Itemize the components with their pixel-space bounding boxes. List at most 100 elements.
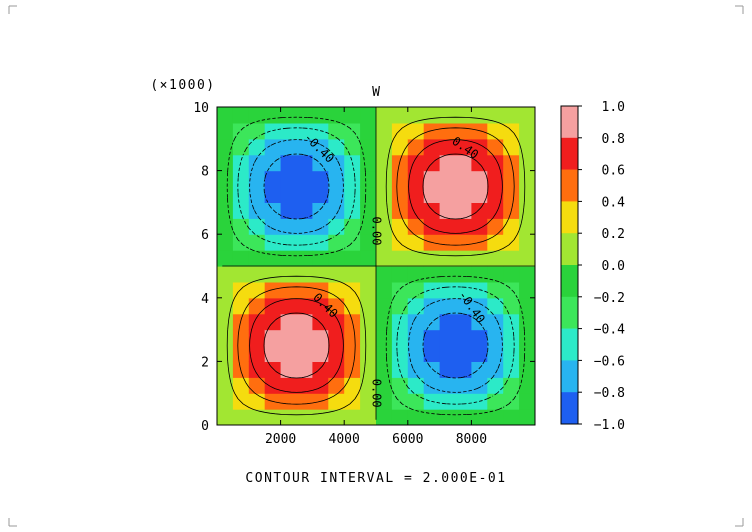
contour-cell	[503, 170, 520, 188]
contour-cell	[503, 345, 520, 362]
contour-cell	[407, 377, 425, 394]
contour-cell	[232, 409, 250, 425]
contour-cell	[312, 409, 329, 425]
contour-cell	[344, 138, 361, 156]
contour-cell	[217, 313, 234, 331]
contour-cell	[391, 170, 409, 188]
contour-cell	[407, 218, 425, 235]
contour-cell	[248, 409, 266, 425]
contour-cell	[360, 218, 377, 235]
contour-cell	[217, 345, 234, 362]
contour-cell	[248, 266, 266, 283]
contour-cell	[280, 138, 298, 156]
contour-cell	[280, 154, 298, 172]
contour-cell	[360, 202, 377, 219]
contour-cell	[455, 186, 472, 203]
contour-cell	[455, 202, 472, 219]
contour-cell	[360, 266, 377, 283]
contour-cell	[503, 218, 520, 235]
contour-cell	[312, 329, 329, 347]
contour-cell	[407, 297, 425, 315]
contour-cell	[376, 409, 393, 425]
contour-cell	[328, 361, 345, 378]
contour-cell	[312, 107, 329, 124]
contour-cell	[312, 154, 329, 172]
contour-cell	[423, 186, 441, 203]
contour-cell	[439, 329, 457, 347]
colorbar-swatch	[561, 328, 578, 361]
contour-cell	[296, 218, 313, 235]
contour-cell	[328, 266, 345, 283]
contour-cell	[248, 218, 266, 235]
x-tick-label: 2000	[265, 432, 296, 447]
colorbar-tick-label: −0.4	[594, 323, 625, 338]
contour-cell	[376, 170, 393, 188]
contour-cell	[407, 186, 425, 203]
contour-cell	[264, 138, 282, 156]
contour-cell	[264, 297, 282, 315]
contour-cell	[360, 122, 377, 140]
contour-cell	[232, 377, 250, 394]
contour-cell	[344, 377, 361, 394]
contour-cell	[423, 250, 441, 267]
contour-cell	[439, 393, 457, 410]
contour-cell	[344, 234, 361, 251]
contour-cell	[360, 297, 377, 315]
contour-cell	[487, 138, 504, 156]
colorbar-swatch	[561, 296, 578, 329]
contour-cell	[328, 377, 345, 394]
contour-cell	[312, 377, 329, 394]
contour-cell	[248, 234, 266, 251]
contour-cell	[248, 154, 266, 172]
contour-cell	[360, 393, 377, 410]
contour-cell	[455, 409, 472, 425]
contour-cell	[455, 361, 472, 378]
contour-cell	[471, 154, 488, 172]
contour-cell	[217, 138, 234, 156]
contour-line	[226, 116, 526, 416]
contour-cell	[296, 393, 313, 410]
contour-cell	[519, 345, 535, 362]
contour-cell	[360, 186, 377, 203]
colorbar-swatch	[561, 169, 578, 202]
contour-cell	[503, 186, 520, 203]
contour-cell	[439, 138, 457, 156]
contour-cell	[217, 234, 234, 251]
contour-cell	[296, 297, 313, 315]
contour-cell	[248, 393, 266, 410]
contour-cell	[503, 266, 520, 283]
contour-cell	[455, 170, 472, 188]
contour-cell	[391, 329, 409, 347]
contour-cell	[296, 409, 313, 425]
contour-cell	[439, 250, 457, 267]
contour-cell	[471, 377, 488, 394]
contour-cell	[471, 122, 488, 140]
contour-cell	[423, 281, 441, 299]
contour-cell	[471, 345, 488, 362]
contour-cell	[328, 281, 345, 299]
contour-cell	[471, 186, 488, 203]
contour-cell	[407, 138, 425, 156]
contour-cell	[487, 250, 504, 267]
contour-cell	[471, 218, 488, 235]
contour-cell	[217, 329, 234, 347]
contour-cell	[217, 250, 234, 267]
contour-cell	[248, 138, 266, 156]
contour-cell	[312, 281, 329, 299]
contour-cell	[423, 202, 441, 219]
contour-cell	[471, 313, 488, 331]
contour-cell	[391, 361, 409, 378]
contour-cell	[391, 202, 409, 219]
contour-cell	[296, 345, 313, 362]
contour-cell	[280, 393, 298, 410]
contour-cell	[487, 393, 504, 410]
contour-cell	[423, 170, 441, 188]
contour-cell	[232, 345, 250, 362]
contour-cell	[407, 393, 425, 410]
contour-cell	[280, 186, 298, 203]
contour-cell	[232, 122, 250, 140]
contour-cell	[280, 329, 298, 347]
contour-line	[226, 116, 526, 416]
contour-cell	[439, 266, 457, 283]
contour-cell	[217, 107, 234, 124]
